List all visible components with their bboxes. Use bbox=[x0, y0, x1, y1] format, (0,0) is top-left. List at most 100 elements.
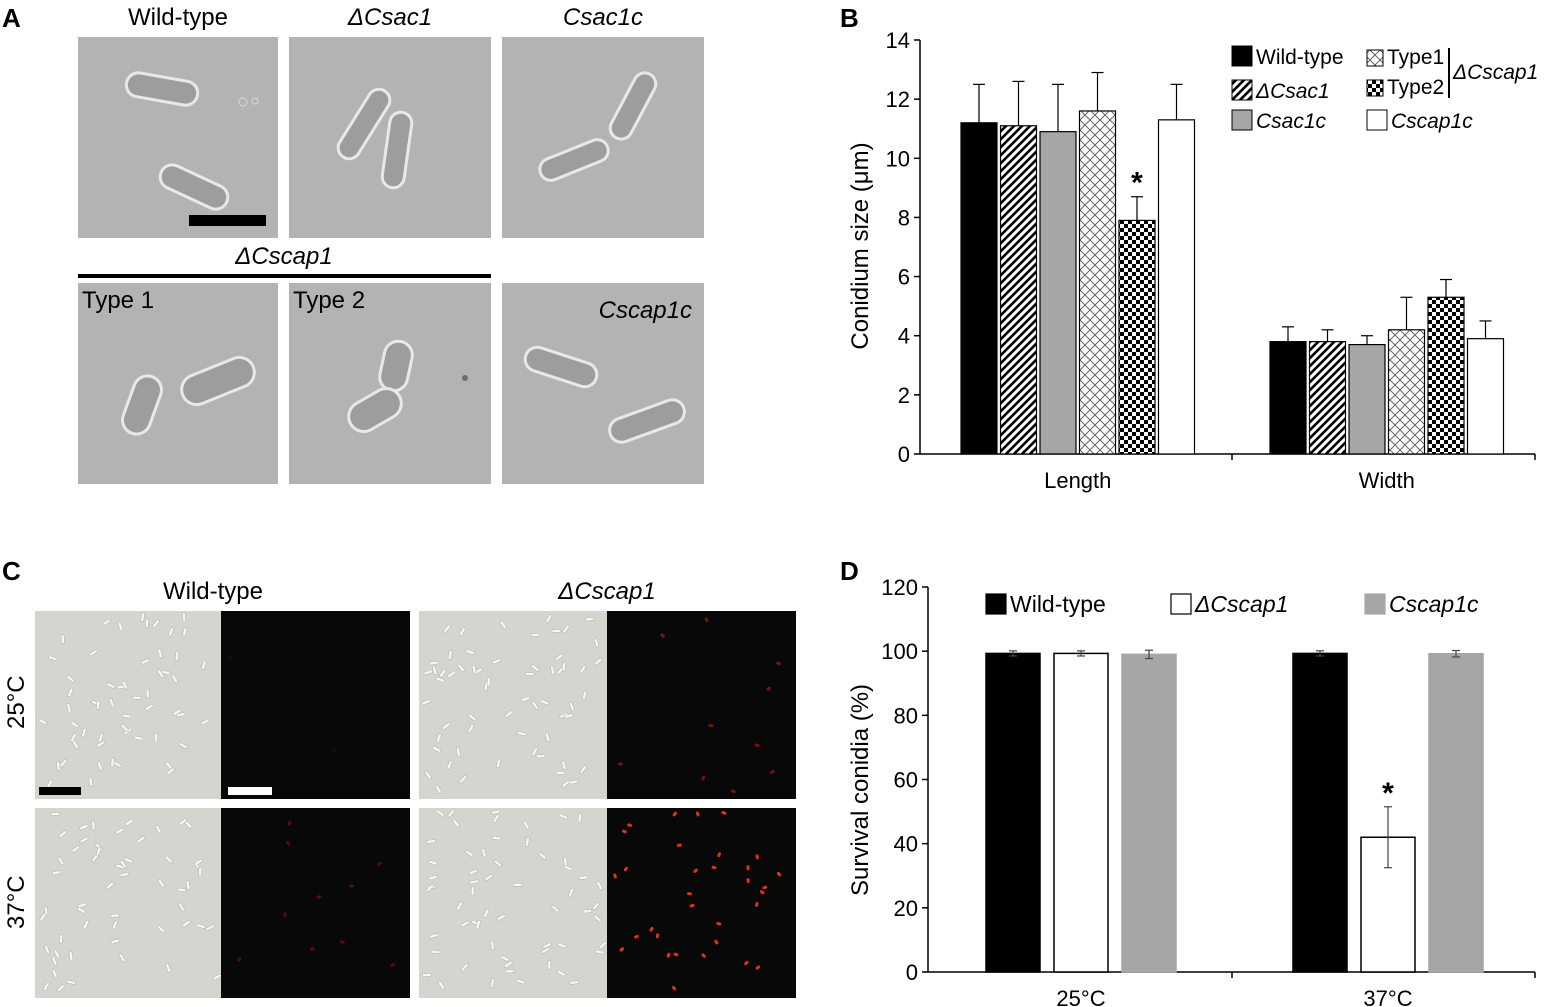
conidium-cell bbox=[157, 648, 163, 658]
conidium-cell bbox=[117, 621, 124, 632]
bar bbox=[960, 122, 998, 455]
conidium-cell bbox=[79, 824, 89, 831]
conidium-cell bbox=[136, 836, 145, 844]
conidium-cell bbox=[67, 687, 74, 697]
conidium-cell bbox=[512, 883, 523, 887]
conidium-cell bbox=[178, 902, 185, 912]
conidium-cell bbox=[594, 657, 603, 666]
conidium-cell bbox=[649, 926, 654, 932]
conidium-cell bbox=[316, 894, 322, 899]
conidium-cell bbox=[110, 938, 121, 944]
micrograph-wild-type bbox=[78, 37, 278, 238]
conidium-cell bbox=[491, 658, 502, 665]
conidium-cell bbox=[175, 651, 180, 661]
conidium-cell bbox=[525, 837, 530, 847]
fluor-col-label-wild-type: Wild-type bbox=[162, 578, 264, 605]
conidium-cell bbox=[446, 760, 453, 770]
conidium-cell bbox=[140, 658, 150, 665]
conidium-cell bbox=[124, 819, 134, 826]
legend-label: ΔCscap1 bbox=[1194, 591, 1288, 617]
conidium-cell bbox=[175, 712, 186, 717]
conidium-cell bbox=[554, 653, 564, 661]
conidium-cell bbox=[140, 612, 145, 623]
conidium-cell bbox=[106, 881, 115, 890]
conidium-cell bbox=[60, 634, 65, 644]
legend-label: ΔCsac1 bbox=[1255, 80, 1330, 103]
bar bbox=[1053, 652, 1109, 973]
conidium-cell bbox=[390, 963, 396, 968]
conidium-cell bbox=[66, 674, 75, 683]
x-tick-label: 37°C bbox=[1363, 986, 1412, 1007]
scale-bar bbox=[189, 215, 266, 226]
conidium-cell bbox=[71, 845, 81, 853]
conidium-cell bbox=[660, 633, 665, 638]
conidium-cell bbox=[499, 620, 507, 629]
conidium-cell bbox=[81, 727, 87, 738]
conidium-cell bbox=[96, 846, 102, 856]
conidium-cell bbox=[152, 619, 160, 628]
conidium-cell bbox=[144, 704, 154, 711]
conidium-cell bbox=[531, 747, 538, 757]
conidium-cell bbox=[776, 871, 782, 877]
y-tick-label: 12 bbox=[886, 87, 910, 112]
conidium-cell bbox=[119, 871, 129, 878]
conidium-cell bbox=[432, 746, 442, 753]
conidium-cell bbox=[755, 901, 759, 907]
conidium-cell bbox=[435, 676, 445, 683]
conidium-cell bbox=[521, 696, 531, 702]
conidium-cell bbox=[613, 873, 617, 879]
conidium-cell bbox=[755, 854, 759, 860]
conidium-cell bbox=[200, 718, 210, 726]
conidium-cell bbox=[421, 699, 431, 705]
brightfield-cscap1-deletion-37c bbox=[419, 808, 607, 998]
conidium-cell bbox=[212, 973, 221, 981]
conidium-cell bbox=[545, 614, 553, 623]
micro-label-type-2: Type 2 bbox=[293, 287, 366, 314]
conidium-cell bbox=[112, 920, 118, 930]
scale-bar-fluorescence bbox=[228, 787, 272, 795]
conidium-cell bbox=[123, 857, 133, 864]
micro-label-csac1c: Csac1c bbox=[562, 4, 644, 31]
conidium-cell bbox=[481, 848, 487, 858]
conidium-cell bbox=[541, 947, 551, 954]
conidium-cell bbox=[516, 978, 526, 985]
conidium-cell bbox=[447, 809, 455, 818]
conidium-cell bbox=[563, 713, 574, 719]
conidium-cell bbox=[428, 860, 438, 866]
conidium-cell bbox=[423, 669, 433, 675]
conidium-cell bbox=[53, 949, 61, 959]
bar bbox=[1118, 219, 1156, 455]
conidium-cell bbox=[555, 771, 566, 775]
group-divider bbox=[78, 274, 491, 278]
conidium-cell bbox=[475, 920, 481, 930]
conidium-cell bbox=[556, 970, 566, 977]
conidium-cell bbox=[44, 945, 50, 955]
conidium-cell bbox=[538, 852, 547, 860]
conidium-cell bbox=[627, 823, 633, 827]
conidium-cell bbox=[568, 779, 579, 785]
conidium-cell bbox=[579, 665, 587, 674]
conidium-cell bbox=[121, 713, 132, 719]
y-axis-label: Survival conidia (%) bbox=[847, 684, 874, 896]
legend-label: Type2 bbox=[1387, 76, 1444, 99]
conidium-cell bbox=[531, 701, 539, 710]
y-tick-label: 0 bbox=[906, 960, 918, 985]
panel-d-letter: D bbox=[840, 556, 859, 586]
conidium-cell bbox=[57, 856, 65, 866]
conidium-cell bbox=[435, 809, 445, 817]
panel-b-letter: B bbox=[840, 3, 859, 33]
legend-swatch bbox=[1366, 49, 1384, 67]
conidium-cell bbox=[460, 920, 470, 928]
conidium-cell bbox=[721, 811, 727, 815]
conidium-cell bbox=[491, 809, 501, 815]
y-tick-label: 40 bbox=[894, 832, 918, 857]
fluorescence-wild-type-37c bbox=[221, 808, 410, 998]
conidium-cell bbox=[56, 761, 61, 771]
conidium-cell bbox=[145, 688, 150, 699]
conidium-cell bbox=[563, 864, 573, 871]
conidium-cell bbox=[666, 952, 671, 958]
y-tick-label: 60 bbox=[894, 768, 918, 793]
conidium-cell bbox=[77, 902, 87, 908]
conidium-cell bbox=[551, 905, 560, 913]
row-label-37c: 37°C bbox=[3, 875, 30, 929]
